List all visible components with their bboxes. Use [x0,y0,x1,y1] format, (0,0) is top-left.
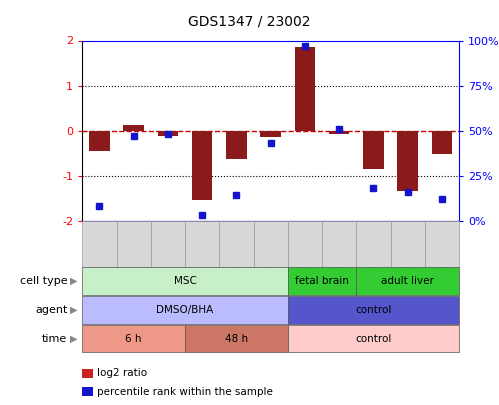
Bar [295,47,315,130]
Text: ▶: ▶ [70,334,77,343]
Bar [192,130,213,200]
Text: control: control [355,305,392,315]
Text: time: time [42,334,67,343]
Text: ▶: ▶ [70,276,77,286]
Text: 6 h: 6 h [125,334,142,343]
Bar [397,130,418,192]
Text: DMSO/BHA: DMSO/BHA [157,305,214,315]
Text: MSC: MSC [174,276,197,286]
Bar [123,125,144,130]
Text: log2 ratio: log2 ratio [97,369,147,378]
Bar [226,130,247,158]
Bar [329,130,349,134]
Text: control: control [355,334,392,343]
Text: cell type: cell type [20,276,67,286]
Bar [363,130,384,169]
Text: percentile rank within the sample: percentile rank within the sample [97,387,273,396]
Bar [89,130,110,151]
Text: agent: agent [35,305,67,315]
Text: fetal brain: fetal brain [295,276,349,286]
Text: 48 h: 48 h [225,334,248,343]
Text: adult liver: adult liver [381,276,434,286]
Bar [260,130,281,137]
Bar [158,130,178,136]
Bar [432,130,452,154]
Text: GDS1347 / 23002: GDS1347 / 23002 [188,14,311,28]
Text: ▶: ▶ [70,305,77,315]
